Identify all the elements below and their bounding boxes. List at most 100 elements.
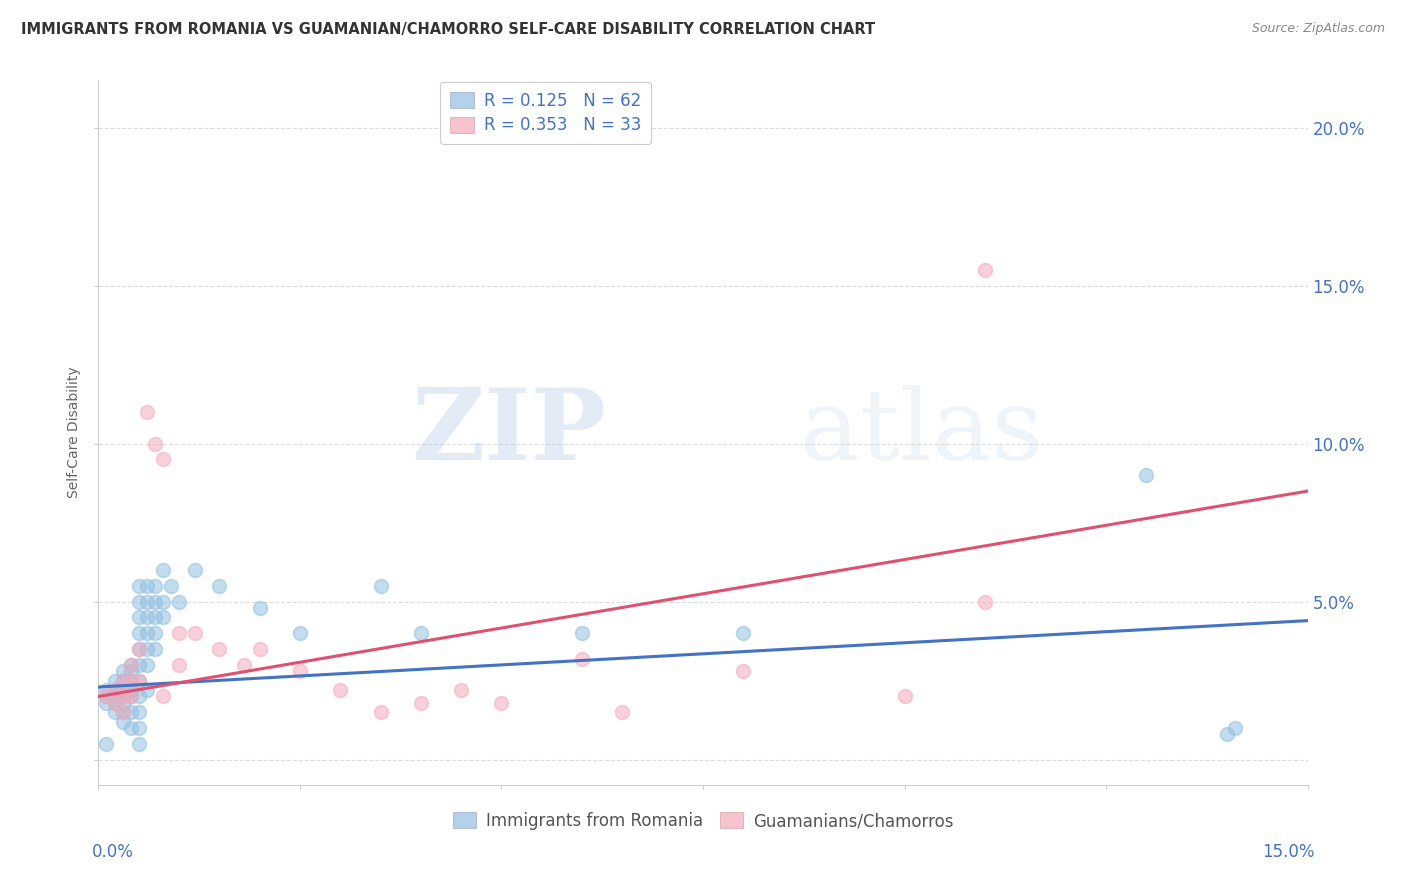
Point <box>111 683 134 698</box>
Point <box>167 657 190 672</box>
Point <box>103 696 125 710</box>
Point <box>111 706 134 720</box>
Point <box>111 664 134 678</box>
Point <box>128 610 150 624</box>
Point <box>409 626 432 640</box>
Point <box>120 657 142 672</box>
Text: 15.0%: 15.0% <box>1263 843 1315 861</box>
Point <box>103 683 125 698</box>
Point <box>232 657 254 672</box>
Point <box>111 690 134 704</box>
Point <box>120 690 142 704</box>
Point <box>111 690 134 704</box>
Point <box>409 696 432 710</box>
Point <box>111 706 134 720</box>
Point <box>152 452 174 467</box>
Text: ZIP: ZIP <box>412 384 606 481</box>
Point <box>128 737 150 751</box>
Point <box>143 436 166 450</box>
Point <box>167 595 190 609</box>
Point <box>128 721 150 735</box>
Point <box>143 579 166 593</box>
Point <box>120 690 142 704</box>
Point <box>143 610 166 624</box>
Point <box>96 683 118 698</box>
Point <box>491 696 513 710</box>
Point <box>160 579 183 593</box>
Point <box>120 706 142 720</box>
Point <box>1216 727 1239 741</box>
Point <box>208 579 231 593</box>
Point <box>135 610 157 624</box>
Point <box>135 642 157 657</box>
Point <box>128 706 150 720</box>
Point <box>135 626 157 640</box>
Point <box>120 664 142 678</box>
Point <box>111 714 134 729</box>
Point <box>143 595 166 609</box>
Point <box>974 263 997 277</box>
Point <box>571 626 593 640</box>
Point <box>143 642 166 657</box>
Point <box>288 626 311 640</box>
Point <box>612 706 634 720</box>
Point <box>135 595 157 609</box>
Point <box>111 673 134 688</box>
Point <box>128 657 150 672</box>
Text: atlas: atlas <box>800 384 1042 481</box>
Point <box>733 664 755 678</box>
Point <box>120 721 142 735</box>
Y-axis label: Self-Care Disability: Self-Care Disability <box>67 367 82 499</box>
Point <box>103 683 125 698</box>
Point <box>96 690 118 704</box>
Point <box>1135 468 1157 483</box>
Point <box>893 690 915 704</box>
Point <box>152 595 174 609</box>
Point <box>135 657 157 672</box>
Point <box>128 579 150 593</box>
Point <box>120 683 142 698</box>
Text: 0.0%: 0.0% <box>91 843 134 861</box>
Text: IMMIGRANTS FROM ROMANIA VS GUAMANIAN/CHAMORRO SELF-CARE DISABILITY CORRELATION C: IMMIGRANTS FROM ROMANIA VS GUAMANIAN/CHA… <box>21 22 875 37</box>
Point <box>152 610 174 624</box>
Point <box>103 696 125 710</box>
Point <box>103 706 125 720</box>
Point <box>152 563 174 577</box>
Point <box>208 642 231 657</box>
Point <box>450 683 472 698</box>
Point <box>96 696 118 710</box>
Point <box>111 696 134 710</box>
Point <box>152 690 174 704</box>
Point <box>329 683 352 698</box>
Point <box>135 579 157 593</box>
Point <box>103 690 125 704</box>
Point <box>120 673 142 688</box>
Point <box>128 595 150 609</box>
Legend: Immigrants from Romania, Guamanians/Chamorros: Immigrants from Romania, Guamanians/Cham… <box>443 802 963 840</box>
Point <box>128 642 150 657</box>
Point <box>128 642 150 657</box>
Point <box>120 657 142 672</box>
Point <box>184 626 207 640</box>
Point <box>143 626 166 640</box>
Point <box>184 563 207 577</box>
Point <box>135 405 157 419</box>
Point <box>128 673 150 688</box>
Point <box>571 651 593 665</box>
Point <box>96 737 118 751</box>
Point <box>370 706 392 720</box>
Point <box>249 642 271 657</box>
Point <box>120 673 142 688</box>
Point <box>249 601 271 615</box>
Point <box>1223 721 1246 735</box>
Point <box>370 579 392 593</box>
Point <box>733 626 755 640</box>
Point <box>167 626 190 640</box>
Text: Source: ZipAtlas.com: Source: ZipAtlas.com <box>1251 22 1385 36</box>
Point <box>128 626 150 640</box>
Point <box>135 683 157 698</box>
Point <box>974 595 997 609</box>
Point <box>111 673 134 688</box>
Point <box>288 664 311 678</box>
Point <box>128 673 150 688</box>
